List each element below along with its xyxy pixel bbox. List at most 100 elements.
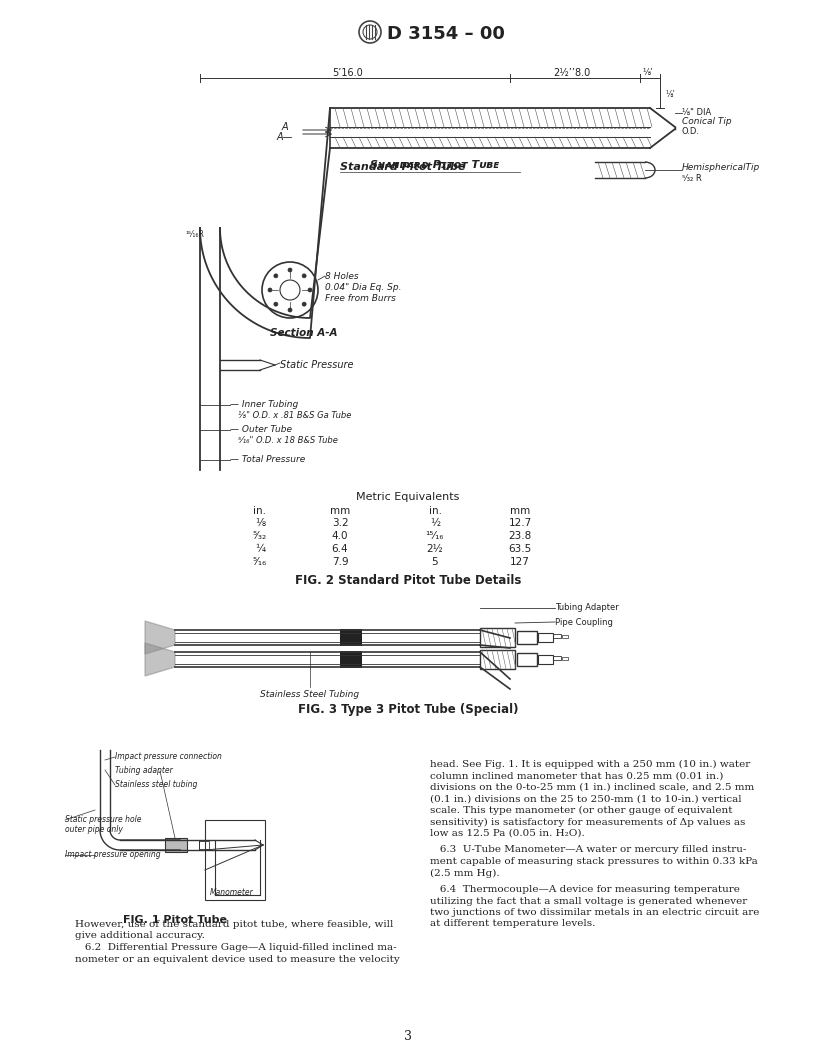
Bar [199, 841, 209, 849]
Text: 6.3  U-Tube Manometer—A water or mercury filled instru-: 6.3 U-Tube Manometer—A water or mercury … [430, 846, 747, 854]
Text: 3.2: 3.2 [331, 518, 348, 528]
Bar [340, 650, 362, 668]
Text: ⅛" O.D. x .81 B&S Ga Tube: ⅛" O.D. x .81 B&S Ga Tube [238, 411, 352, 420]
Text: sensitivity) is satisfactory for measurements of Δp values as: sensitivity) is satisfactory for measure… [430, 817, 745, 827]
Bar [553, 656, 561, 660]
Circle shape [288, 308, 292, 312]
Text: 0.04" Dia Eq. Sp.: 0.04" Dia Eq. Sp. [325, 283, 401, 293]
Bar [538, 633, 553, 642]
Text: scale. This type manometer (or other gauge of equivalent: scale. This type manometer (or other gau… [430, 806, 733, 815]
Text: Metric Equivalents: Metric Equivalents [357, 492, 459, 502]
Circle shape [308, 288, 312, 293]
Text: ⅛’: ⅛’ [643, 68, 654, 77]
Text: 127: 127 [510, 557, 530, 567]
Bar [165, 838, 187, 852]
Bar [562, 635, 568, 638]
Text: 6.2  Differential Pressure Gage—A liquid-filled inclined ma-: 6.2 Differential Pressure Gage—A liquid-… [75, 943, 397, 953]
Text: 63.5: 63.5 [508, 544, 532, 554]
Text: 5: 5 [432, 557, 438, 567]
Text: nometer or an equivalent device used to measure the velocity: nometer or an equivalent device used to … [75, 955, 400, 963]
Bar [480, 628, 515, 647]
Text: HemisphericalTip: HemisphericalTip [682, 163, 761, 172]
Text: FIG. 1 Pitot Tube: FIG. 1 Pitot Tube [123, 914, 227, 925]
Text: — Outer Tube: — Outer Tube [230, 425, 292, 434]
Text: Sᴚᴀɴᴅᴀʀᴅ Pɪᴛᴏᴛ Tᴜʙᴇ: Sᴚᴀɴᴅᴀʀᴅ Pɪᴛᴏᴛ Tᴜʙᴇ [370, 161, 499, 170]
Text: in.: in. [254, 506, 267, 516]
Text: Conical Tip: Conical Tip [682, 117, 732, 126]
Text: 2½: 2½ [427, 544, 443, 554]
Text: Section A-A: Section A-A [270, 328, 338, 338]
Text: head. See Fig. 1. It is equipped with a 250 mm (10 in.) water: head. See Fig. 1. It is equipped with a … [430, 760, 750, 769]
Text: (0.1 in.) divisions on the 25 to 250-mm (1 to 10-in.) vertical: (0.1 in.) divisions on the 25 to 250-mm … [430, 794, 742, 804]
Text: ⁵⁄₁₆: ⁵⁄₁₆ [253, 557, 267, 567]
Text: — Inner Tubing: — Inner Tubing [230, 400, 299, 409]
Text: 6.4: 6.4 [331, 544, 348, 554]
Text: ⅛’: ⅛’ [665, 90, 675, 99]
Text: 8 Holes: 8 Holes [325, 272, 358, 281]
Text: However, use of the standard pitot tube, where feasible, will: However, use of the standard pitot tube,… [75, 920, 393, 929]
Circle shape [288, 268, 292, 272]
Text: at different temperature levels.: at different temperature levels. [430, 920, 596, 928]
Circle shape [262, 262, 318, 318]
Text: ½: ½ [430, 518, 440, 528]
Text: 2½’’8.0: 2½’’8.0 [553, 68, 591, 78]
Text: ¼: ¼ [255, 544, 265, 554]
Text: FIG. 3 Type 3 Pitot Tube (Special): FIG. 3 Type 3 Pitot Tube (Special) [298, 703, 518, 716]
Circle shape [302, 274, 306, 278]
Circle shape [274, 302, 278, 306]
Text: ⁵⁄₁₆" O.D. x 18 B&S Tube: ⁵⁄₁₆" O.D. x 18 B&S Tube [238, 436, 338, 445]
Text: 6.4  Thermocouple—A device for measuring temperature: 6.4 Thermocouple—A device for measuring … [430, 885, 740, 894]
Text: give additional accuracy.: give additional accuracy. [75, 931, 205, 941]
Text: 23.8: 23.8 [508, 531, 532, 541]
Text: D 3154 – 00: D 3154 – 00 [387, 25, 505, 43]
Text: FIG. 2 Standard Pitot Tube Details: FIG. 2 Standard Pitot Tube Details [295, 574, 521, 587]
Text: 4.0: 4.0 [332, 531, 348, 541]
Text: mm: mm [330, 506, 350, 516]
Text: ¹⁵⁄₁₆R: ¹⁵⁄₁₆R [185, 230, 204, 239]
Text: Standard Pitot Tube: Standard Pitot Tube [340, 162, 465, 172]
Bar [517, 653, 537, 666]
Circle shape [268, 288, 272, 293]
Bar [562, 657, 568, 660]
Text: Static pressure hole: Static pressure hole [65, 815, 141, 824]
Text: low as 12.5 Pa (0.05 in. H₂O).: low as 12.5 Pa (0.05 in. H₂O). [430, 829, 585, 838]
Text: A: A [282, 122, 288, 132]
Text: ⅛" DIA: ⅛" DIA [682, 108, 712, 117]
Text: ment capable of measuring stack pressures to within 0.33 kPa: ment capable of measuring stack pressure… [430, 857, 758, 866]
Bar [340, 629, 362, 646]
Text: mm: mm [510, 506, 530, 516]
Text: Pipe Coupling: Pipe Coupling [555, 618, 613, 627]
Text: 7.9: 7.9 [331, 557, 348, 567]
Text: Free from Burrs: Free from Burrs [325, 294, 396, 303]
Bar [187, 840, 199, 850]
Text: Manometer: Manometer [210, 888, 254, 897]
Bar [538, 655, 553, 664]
Polygon shape [145, 643, 175, 676]
Circle shape [280, 280, 300, 300]
Text: 12.7: 12.7 [508, 518, 532, 528]
Polygon shape [145, 621, 175, 654]
Text: ⁵⁄₃₂: ⁵⁄₃₂ [253, 531, 267, 541]
Text: ¹⁵⁄₁₆: ¹⁵⁄₁₆ [426, 531, 444, 541]
Text: in.: in. [428, 506, 441, 516]
Text: O.D.: O.D. [682, 127, 700, 136]
Text: Tubing Adapter: Tubing Adapter [555, 603, 619, 612]
Text: — Total Pressure: — Total Pressure [230, 455, 305, 464]
Text: 3: 3 [404, 1030, 412, 1043]
Bar [517, 631, 537, 644]
Text: A—: A— [277, 132, 293, 142]
Text: two junctions of two dissimilar metals in an electric circuit are: two junctions of two dissimilar metals i… [430, 908, 760, 917]
Circle shape [363, 25, 377, 39]
Bar [553, 634, 561, 638]
Text: Stainless steel tubing: Stainless steel tubing [115, 780, 197, 789]
Text: Impact pressure opening: Impact pressure opening [65, 850, 161, 859]
Text: utilizing the fact that a small voltage is generated whenever: utilizing the fact that a small voltage … [430, 897, 747, 905]
Text: (2.5 mm Hg).: (2.5 mm Hg). [430, 868, 499, 878]
Text: Tubing adapter: Tubing adapter [115, 766, 173, 775]
Text: Impact pressure connection: Impact pressure connection [115, 752, 222, 761]
Text: ⅛: ⅛ [255, 518, 265, 528]
Text: Static Pressure: Static Pressure [280, 360, 353, 370]
Circle shape [302, 302, 306, 306]
Text: outer pipe only: outer pipe only [65, 825, 123, 834]
Text: 5’16.0: 5’16.0 [333, 68, 363, 78]
